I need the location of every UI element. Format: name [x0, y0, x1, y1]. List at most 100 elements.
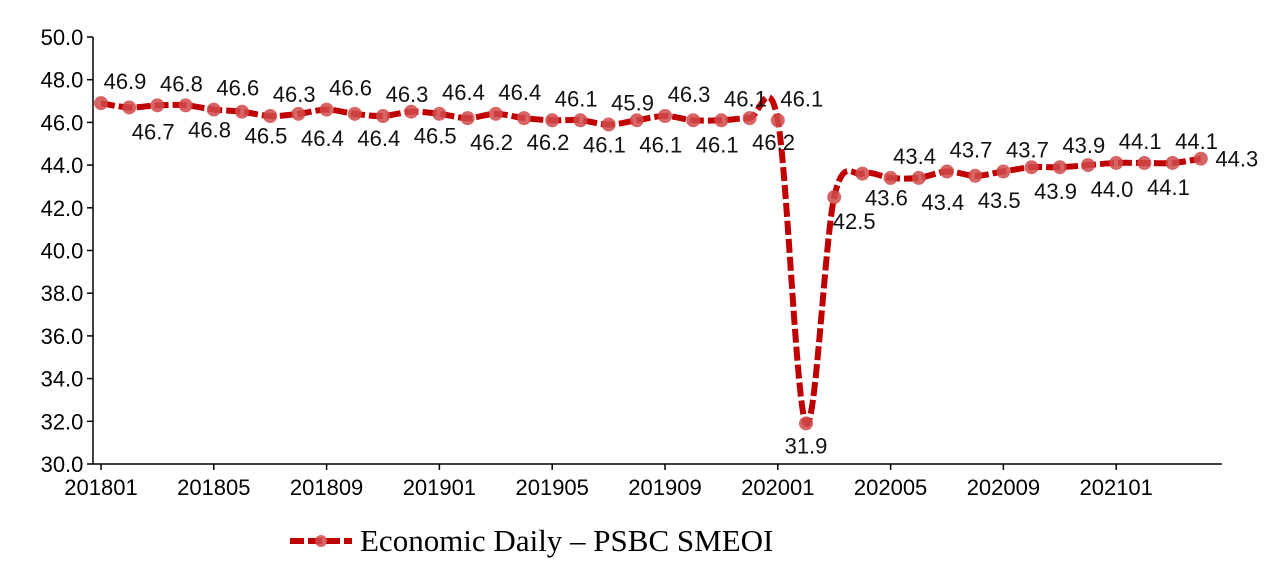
data-point [178, 98, 193, 113]
x-tick-label: 202101 [1079, 475, 1152, 500]
x-tick-label: 202001 [741, 475, 814, 500]
data-label: 44.0 [1091, 177, 1134, 202]
data-point [488, 106, 503, 121]
y-tick-label: 32.0 [41, 409, 84, 434]
y-tick-label: 38.0 [41, 281, 84, 306]
data-point [714, 113, 729, 128]
x-tick-label: 202005 [854, 475, 927, 500]
data-point [968, 168, 983, 183]
data-point [601, 117, 616, 132]
data-label: 46.5 [414, 124, 457, 149]
data-label: 46.1 [780, 86, 823, 111]
data-label: 46.4 [442, 80, 485, 105]
data-label: 44.1 [1119, 129, 1162, 154]
data-point [996, 164, 1011, 179]
data-label: 43.9 [1062, 133, 1105, 158]
data-label: 46.3 [386, 82, 429, 107]
data-label: 46.8 [160, 71, 203, 96]
data-point [150, 98, 165, 113]
data-point [827, 190, 842, 205]
data-point [1024, 160, 1039, 175]
data-point [1081, 158, 1095, 173]
data-label: 42.5 [833, 209, 876, 234]
data-label: 44.1 [1147, 175, 1190, 200]
data-label: 46.6 [329, 76, 372, 101]
axes: 30.0 32.0 34.0 36.0 38.0 40.0 42.0 44.0 46.0 48.0… [41, 25, 1222, 500]
x-tick-label: 201909 [628, 475, 701, 500]
data-point [1052, 160, 1067, 175]
data-point [629, 113, 644, 128]
y-tick-label: 46.0 [41, 110, 84, 135]
data-point [545, 113, 560, 128]
data-label: 46.3 [668, 82, 711, 107]
data-point [460, 111, 475, 126]
data-point [940, 164, 954, 179]
y-tick-label: 34.0 [41, 367, 84, 392]
data-label: 46.3 [273, 82, 316, 107]
data-point [291, 106, 306, 121]
data-label: 46.1 [639, 132, 682, 157]
data-label: 43.7 [1006, 138, 1049, 163]
data-point [1137, 155, 1152, 170]
data-point [206, 102, 221, 117]
data-label: 46.6 [216, 76, 259, 101]
data-label: 46.2 [527, 130, 570, 155]
data-point [770, 113, 785, 128]
data-point [122, 100, 137, 115]
data-label: 43.5 [978, 188, 1021, 213]
data-point [1109, 155, 1124, 170]
data-label: 46.7 [132, 119, 175, 144]
x-tick-label: 202009 [967, 475, 1040, 500]
data-labels: 46.9 46.7 46.8 46.8 46.6 46.5 46.3 46.4 46.6 46.4… [104, 69, 1259, 458]
x-tick-label: 201905 [515, 475, 588, 500]
data-point [263, 108, 278, 123]
data-label: 46.9 [104, 69, 147, 94]
x-tick-label: 201809 [290, 475, 363, 500]
data-point [347, 106, 362, 121]
data-label: 46.1 [555, 86, 598, 111]
data-point [1193, 151, 1208, 166]
data-label: 43.4 [921, 190, 964, 215]
data-point [404, 104, 419, 119]
data-point [376, 108, 390, 123]
data-point [658, 108, 672, 123]
data-point [94, 96, 108, 111]
data-point [911, 170, 926, 185]
series-group [94, 94, 1208, 431]
data-point [742, 111, 757, 126]
data-point [573, 113, 588, 128]
y-tick-label: 36.0 [41, 324, 84, 349]
y-tick-label: 40.0 [41, 239, 84, 264]
y-tick-label: 42.0 [41, 196, 84, 221]
y-tick-label: 48.0 [41, 68, 84, 93]
legend-marker [315, 535, 327, 547]
data-label: 46.1 [583, 132, 626, 157]
data-label: 46.8 [188, 117, 231, 142]
data-label: 44.1 [1175, 129, 1218, 154]
data-label: 46.4 [301, 126, 344, 151]
data-point [686, 113, 701, 128]
data-point [855, 166, 870, 181]
data-point [517, 111, 531, 126]
data-point [1165, 155, 1180, 170]
legend: Economic Daily – PSBC SMEOI [290, 523, 773, 558]
data-label: 44.3 [1215, 147, 1258, 172]
data-label: 43.4 [893, 144, 936, 169]
data-label: 46.2 [470, 130, 513, 155]
data-label: 43.7 [950, 138, 993, 163]
y-tick-label: 30.0 [41, 452, 84, 477]
data-point [799, 416, 813, 431]
data-label: 46.1 [724, 86, 767, 111]
data-label: 43.9 [1034, 179, 1077, 204]
x-tick-label: 201805 [177, 475, 250, 500]
legend-label: Economic Daily – PSBC SMEOI [360, 523, 773, 558]
data-point [883, 170, 898, 185]
data-point [319, 102, 334, 117]
x-tick-label: 201901 [403, 475, 476, 500]
x-tick-label: 201801 [64, 475, 137, 500]
data-label: 46.4 [357, 126, 400, 151]
y-tick-label: 50.0 [41, 25, 84, 50]
data-point [235, 104, 249, 119]
data-label: 45.9 [611, 91, 654, 116]
